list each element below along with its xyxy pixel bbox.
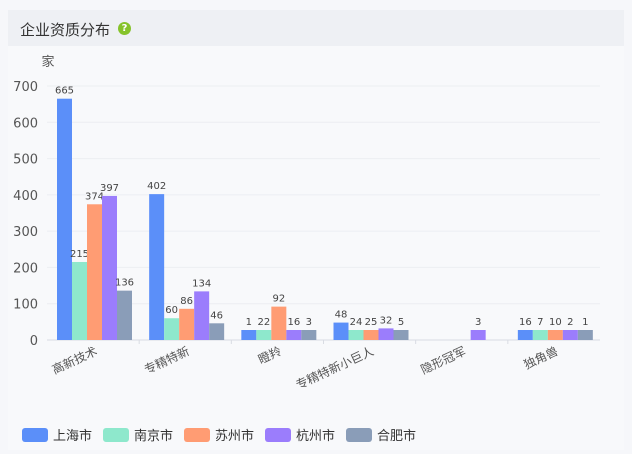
y-tick-label: 0: [30, 334, 38, 349]
bar: [577, 330, 593, 340]
legend-label: 南京市: [134, 428, 173, 444]
data-label: 1: [246, 317, 252, 328]
y-tick-label: 600: [13, 116, 38, 131]
bar: [271, 306, 287, 340]
x-tick-label: 独角兽: [522, 344, 561, 372]
legend-label: 合肥市: [377, 428, 416, 444]
panel-title: 企业资质分布: [20, 21, 111, 39]
legend-swatch: [22, 428, 48, 442]
legend-label: 苏州市: [215, 428, 254, 444]
bar: [363, 330, 379, 340]
data-label: 32: [380, 315, 393, 326]
data-label: 5: [398, 317, 404, 328]
bar: [179, 308, 195, 340]
x-tick-label: 隐形冠军: [419, 344, 468, 377]
x-tick-label: 瞪羚: [256, 343, 284, 367]
y-tick-label: 200: [13, 261, 38, 276]
data-label: 7: [537, 317, 543, 328]
data-label: 665: [55, 86, 74, 97]
y-tick-label: 500: [13, 153, 38, 168]
bar: [256, 330, 272, 340]
legend-swatch: [184, 428, 210, 442]
y-axis-unit-label: 家: [41, 54, 54, 70]
bar: [57, 98, 72, 340]
bar: [164, 318, 180, 340]
panel-header: 企业资质分布 ?: [8, 10, 624, 46]
x-tick-label: 高新技术: [49, 343, 99, 377]
bar: [348, 330, 364, 340]
data-label: 134: [192, 278, 211, 289]
bar: [149, 194, 165, 340]
data-label: 86: [180, 296, 193, 307]
bar: [378, 328, 394, 340]
y-tick-label: 100: [13, 298, 38, 313]
data-label: 2: [567, 317, 573, 328]
bar: [532, 330, 548, 340]
bar: [517, 330, 533, 340]
data-label: 92: [272, 294, 285, 305]
data-label: 1: [582, 317, 588, 328]
bar: [209, 323, 225, 340]
bar: [547, 330, 563, 340]
bar: [117, 290, 132, 340]
bar: [562, 330, 578, 340]
legend-label: 上海市: [53, 428, 92, 444]
bar: [470, 330, 486, 340]
data-label: 24: [350, 317, 363, 328]
bar: [286, 330, 302, 340]
y-tick-label: 700: [13, 80, 38, 95]
data-label: 22: [257, 317, 270, 328]
data-label: 3: [475, 317, 481, 328]
data-label: 60: [165, 305, 178, 316]
data-label: 48: [335, 310, 348, 321]
legend-swatch: [265, 428, 291, 442]
data-label: 3: [306, 317, 312, 328]
bar: [301, 330, 317, 340]
data-label: 136: [115, 278, 134, 289]
bar: [102, 195, 117, 340]
question-circle-icon[interactable]: ?: [118, 22, 131, 35]
x-tick-label: 专精特新: [142, 343, 192, 377]
data-label: 402: [147, 181, 166, 192]
bar: [333, 322, 349, 340]
data-label: 10: [549, 317, 562, 328]
data-label: 374: [85, 191, 104, 202]
legend-swatch: [103, 428, 129, 442]
data-label: 215: [70, 249, 89, 260]
bar: [87, 204, 102, 340]
data-label: 16: [287, 317, 300, 328]
bar: [194, 291, 210, 340]
x-tick-label: 专精特新小巨人: [293, 343, 375, 392]
y-tick-label: 400: [13, 189, 38, 204]
bar: [241, 330, 257, 340]
data-label: 25: [365, 317, 378, 328]
legend-swatch: [346, 428, 372, 442]
bar: [393, 330, 409, 340]
data-label: 397: [100, 183, 119, 194]
y-tick-label: 300: [13, 225, 38, 240]
data-label: 16: [519, 317, 532, 328]
bar: [72, 261, 87, 340]
data-label: 46: [210, 310, 223, 321]
legend-label: 杭州市: [296, 428, 335, 444]
